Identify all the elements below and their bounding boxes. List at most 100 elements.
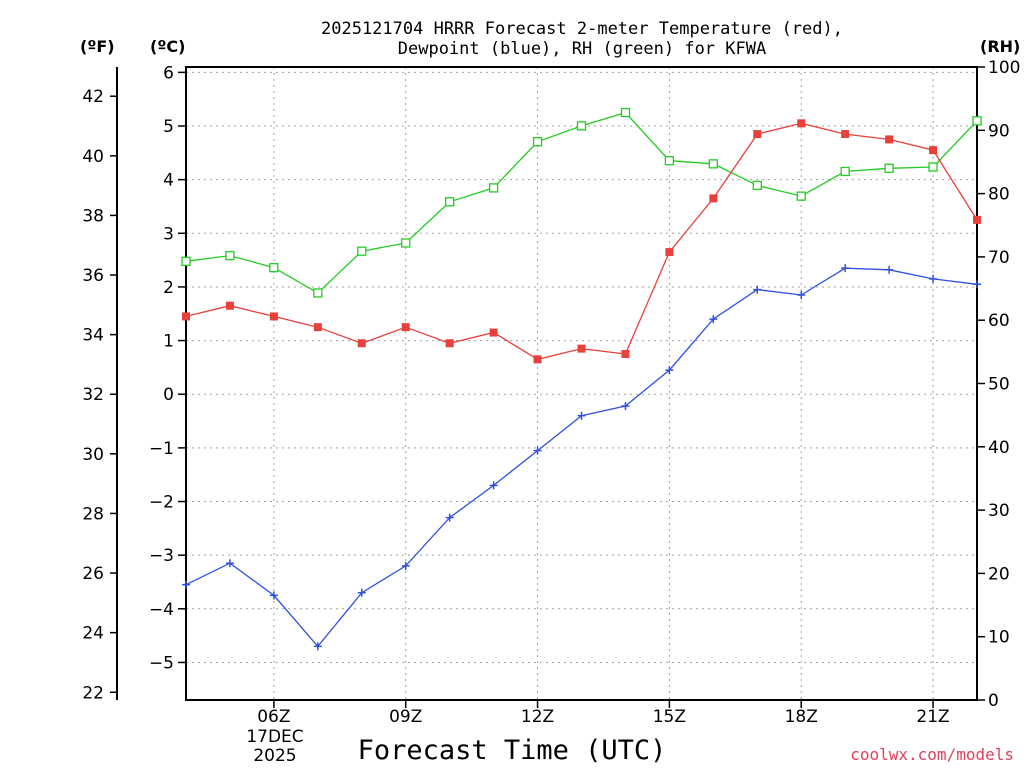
rh-point: [532, 137, 543, 147]
rh-point: [664, 156, 675, 166]
temperature-line: [185, 122, 978, 361]
x-axis-title: Forecast Time (UTC): [358, 735, 667, 766]
dewpoint-point: [973, 280, 981, 289]
fahrenheit-axis: 42 40 38 36 34 32 30 28 26 24 22: [82, 87, 117, 703]
temperature-point: [533, 355, 542, 364]
date-label-month: 17DEC: [246, 727, 303, 747]
rh-tick-label: 100: [988, 58, 1020, 78]
temperature-point: [577, 344, 586, 353]
fahrenheit-tick-label: 36: [82, 266, 104, 286]
temperature-point: [797, 119, 806, 128]
rh-point: [401, 238, 411, 248]
temperature-point: [401, 323, 410, 332]
dewpoint-point: [885, 265, 894, 274]
temperature-point: [225, 301, 234, 310]
temperature-point: [357, 339, 366, 348]
celsius-unit-label: (ºC): [150, 37, 185, 56]
dewpoint-point: [313, 642, 322, 651]
rh-point: [488, 183, 499, 193]
temperature-point: [182, 312, 190, 321]
dewpoint-point: [665, 366, 674, 375]
rh-point: [445, 197, 455, 207]
credit-text: coolwx.com/models: [850, 745, 1014, 764]
grid-lines: [186, 67, 977, 700]
fahrenheit-tick-label: 22: [82, 683, 104, 703]
dewpoint-point: [357, 588, 366, 597]
celsius-tick-label: 0: [163, 385, 174, 405]
rh-unit-label: (RH): [980, 37, 1020, 56]
temperature-point: [665, 248, 674, 257]
temperature-point: [269, 312, 278, 321]
rh-tick-label: 50: [988, 375, 1010, 395]
rh-point: [225, 250, 235, 261]
fahrenheit-tick-label: 42: [82, 87, 104, 107]
fahrenheit-tick-label: 30: [82, 445, 104, 465]
plot-frame: [185, 66, 978, 701]
dewpoint-point: [533, 446, 542, 455]
dewpoint-point: [709, 315, 718, 324]
celsius-tick-label: 5: [163, 117, 174, 137]
series-dewpoint: [182, 264, 981, 651]
rh-tick-label: 90: [988, 121, 1010, 141]
dewpoint-point: [401, 561, 410, 570]
rh-point: [840, 166, 850, 177]
temperature-point: [621, 349, 630, 358]
rh-tick-label: 20: [988, 564, 1010, 584]
rh-tick-label: 80: [988, 185, 1010, 205]
rh-tick-label: 0: [988, 691, 999, 711]
temperature-point: [445, 339, 454, 348]
rh-point: [269, 263, 279, 273]
temperature-point: [709, 194, 718, 203]
rh-point: [708, 159, 718, 169]
celsius-tick-label: −1: [149, 439, 174, 459]
time-tick-label: 21Z: [916, 707, 949, 727]
time-tick-label: 18Z: [785, 707, 818, 727]
rh-point: [884, 163, 894, 173]
celsius-tick-label: 6: [163, 63, 174, 83]
rh-point: [928, 162, 938, 172]
rh-tick-label: 40: [988, 438, 1010, 458]
dewpoint-point: [753, 285, 762, 294]
rh-point: [620, 107, 631, 118]
fahrenheit-tick-label: 26: [82, 564, 104, 584]
temperature-point: [489, 328, 498, 337]
celsius-tick-label: −5: [149, 653, 174, 673]
temperature-point: [313, 323, 322, 332]
dewpoint-point: [577, 411, 586, 420]
rh-tick-label: 10: [988, 628, 1010, 648]
celsius-tick-label: −4: [149, 600, 174, 620]
date-label-year: 2025: [253, 746, 296, 766]
time-tick-label: 15Z: [653, 707, 686, 727]
chart-title-line1: 2025121704 HRRR Forecast 2-meter Tempera…: [321, 19, 843, 39]
celsius-tick-label: 4: [163, 171, 174, 191]
fahrenheit-tick-label: 40: [82, 147, 104, 167]
rh-tick-label: 70: [988, 248, 1010, 268]
rh-tick-label: 60: [988, 311, 1010, 331]
dewpoint-point: [269, 591, 278, 600]
dewpoint-point: [841, 264, 850, 273]
temperature-point: [929, 146, 938, 155]
dewpoint-point: [445, 513, 454, 522]
celsius-axis: 6 5 4 3 2 1 0 −1 −2 −3 −4 −5: [149, 63, 186, 673]
celsius-tick-label: −3: [149, 546, 174, 566]
celsius-tick-label: 1: [163, 332, 174, 352]
temperature-point: [885, 135, 894, 144]
rh-point: [357, 246, 367, 256]
chart-title-line2: Dewpoint (blue), RH (green) for KFWA: [398, 39, 766, 59]
time-tick-label: 06Z: [257, 707, 290, 727]
temperature-point: [753, 130, 762, 139]
rh-point: [181, 256, 191, 266]
celsius-tick-label: 3: [163, 224, 174, 244]
fahrenheit-tick-label: 28: [82, 504, 104, 524]
celsius-tick-label: −2: [149, 493, 174, 513]
fahrenheit-tick-label: 38: [82, 206, 104, 226]
rh-point: [576, 121, 587, 131]
dewpoint-point: [929, 274, 938, 283]
rh-line: [185, 111, 978, 294]
rh-point: [972, 116, 982, 126]
dewpoint-point: [225, 559, 234, 568]
rh-point: [313, 288, 323, 298]
dewpoint-point: [489, 481, 498, 490]
temperature-point: [841, 130, 850, 139]
